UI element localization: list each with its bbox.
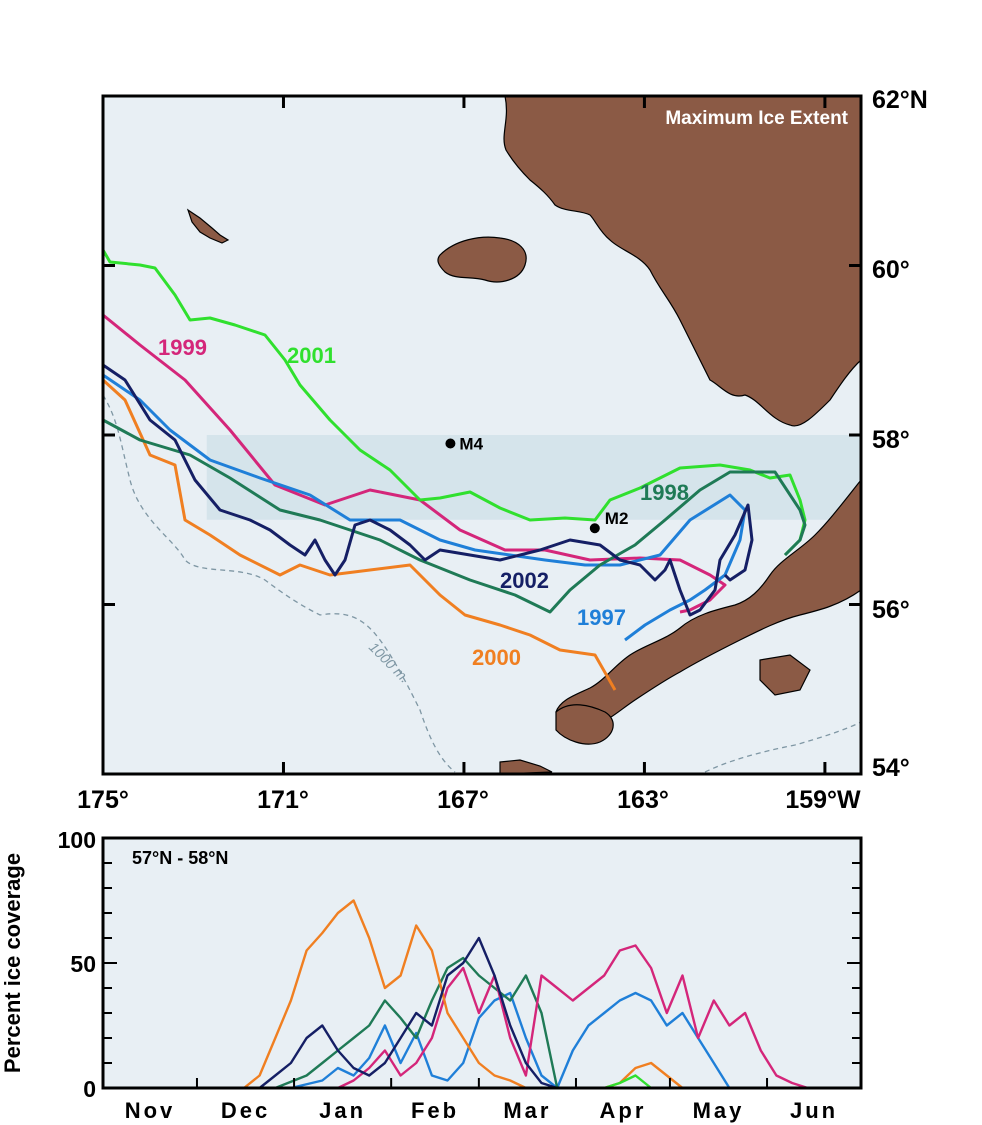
ts-series-1997 xyxy=(103,991,861,1090)
ts-month-feb: Feb xyxy=(411,1098,459,1123)
st-matthew-island xyxy=(186,208,230,244)
ts-month-mar: Mar xyxy=(503,1098,551,1123)
ts-month-may: May xyxy=(693,1098,745,1123)
alaska-peninsula-islands xyxy=(759,654,811,696)
ice-extent-2000 xyxy=(101,378,617,691)
ts-ytick-50: 50 xyxy=(70,951,96,977)
ice-extent-1999 xyxy=(102,313,727,614)
ts-series-2000 xyxy=(103,899,861,1090)
ice-extent-2001 xyxy=(101,249,807,557)
ts-month-jun: Jun xyxy=(790,1098,838,1123)
ice-extent-lines xyxy=(101,249,807,691)
map-panel: 1000 m. 1999 2001 1998 2002 1997 2000 xyxy=(77,86,928,814)
ts-month-labels: Nov Dec Jan Feb Mar Apr May Jun xyxy=(125,1098,838,1123)
ts-series-2002 xyxy=(103,936,861,1090)
map-ytick-54: 54° xyxy=(872,754,910,782)
map-xtick-171: 171° xyxy=(257,786,309,814)
land xyxy=(186,95,862,775)
map-title: Maximum Ice Extent xyxy=(665,108,848,129)
label-2002: 2002 xyxy=(500,568,549,593)
map-xtick-167: 167° xyxy=(437,786,489,814)
ts-series-1999 xyxy=(103,944,861,1090)
ice-extent-1997 xyxy=(102,373,747,642)
ts-series-group xyxy=(103,899,861,1090)
nunivak-island xyxy=(437,236,527,283)
ts-month-apr: Apr xyxy=(600,1098,647,1123)
map-ytick-58: 58° xyxy=(872,426,910,454)
ts-ytick-0: 0 xyxy=(83,1076,96,1102)
ts-month-dec: Dec xyxy=(221,1098,270,1123)
station-m2-label: M2 xyxy=(605,509,629,528)
label-1998: 1998 xyxy=(640,480,689,505)
station-m4-label: M4 xyxy=(459,434,483,453)
map-xtick-159: 159°W xyxy=(785,786,861,814)
ts-title: 57°N - 58°N xyxy=(132,848,228,868)
alaska-peninsula xyxy=(555,478,862,727)
map-xtick-175: 175° xyxy=(77,786,129,814)
ice-extent-1998 xyxy=(102,418,807,614)
aleutian-islets xyxy=(499,759,553,775)
map-xtick-163: 163° xyxy=(617,786,669,814)
ts-month-jan: Jan xyxy=(319,1098,366,1123)
ts-ylabel: Percent ice coverage xyxy=(0,853,25,1073)
timeseries-panel: 57°N - 58°N 100 50 0 Percent ice coverag… xyxy=(0,827,863,1123)
ts-ytick-100: 100 xyxy=(58,827,96,853)
map-ticks xyxy=(101,96,861,774)
station-m2-marker xyxy=(589,523,600,534)
label-2001: 2001 xyxy=(287,343,336,368)
ice-extent-2002 xyxy=(102,363,754,617)
isobath-1000m-east xyxy=(704,721,862,773)
label-1997: 1997 xyxy=(577,605,626,630)
ts-month-nov: Nov xyxy=(125,1098,176,1123)
ts-background xyxy=(103,838,861,1088)
map-ytick-56: 56° xyxy=(872,596,910,624)
label-1999: 1999 xyxy=(158,335,207,360)
label-2000: 2000 xyxy=(472,645,521,670)
aleutian-unimak xyxy=(555,704,614,745)
station-m4-marker xyxy=(445,438,456,449)
map-57-58-box xyxy=(206,435,861,520)
map-ytick-60: 60° xyxy=(872,256,910,284)
map-ytick-62: 62°N xyxy=(872,86,928,114)
alaska-mainland xyxy=(503,95,862,427)
ts-ticks xyxy=(102,837,862,1089)
isobath-1000m xyxy=(102,394,456,773)
